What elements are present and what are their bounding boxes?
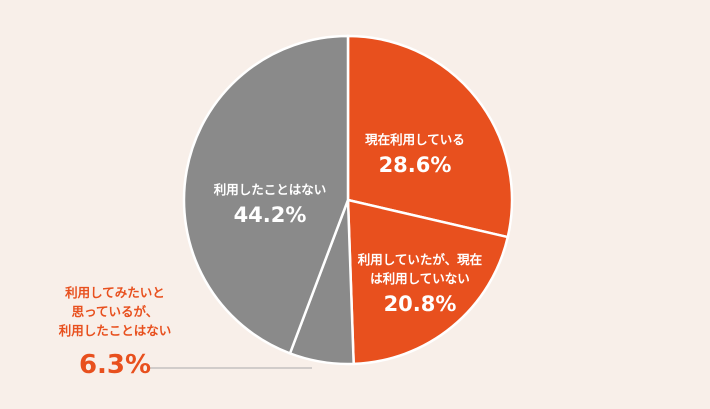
category-label: 利用したことはない bbox=[213, 182, 327, 197]
slice-label: 現在利用している 28.6% bbox=[350, 130, 480, 177]
pie-slice bbox=[346, 198, 510, 366]
category-label: 利用してみたいと 思っているが、 利用したことはない bbox=[58, 285, 172, 338]
value-label: 28.6% bbox=[378, 153, 452, 177]
value-label: 6.3% bbox=[78, 350, 152, 380]
slice-label: 利用していたが、現在 は利用していない 20.8% bbox=[352, 250, 488, 316]
slice-label: 利用してみたいと 思っているが、 利用したことはない 6.3% bbox=[50, 283, 180, 380]
pie-slice bbox=[346, 34, 514, 239]
value-label: 20.8% bbox=[383, 292, 457, 316]
pie-slice bbox=[182, 34, 350, 356]
category-label: 現在利用している bbox=[365, 132, 465, 147]
category-label: 利用していたが、現在 は利用していない bbox=[357, 252, 483, 286]
value-label: 44.2% bbox=[233, 203, 307, 227]
slice-label: 利用したことはない 44.2% bbox=[195, 180, 345, 227]
